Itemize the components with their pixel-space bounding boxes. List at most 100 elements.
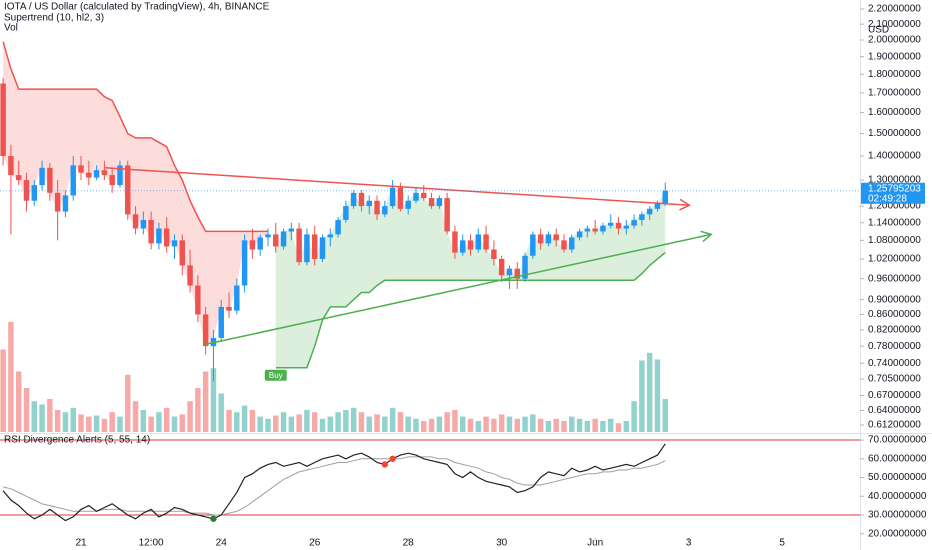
candle-body — [428, 198, 435, 207]
candle-body — [475, 234, 482, 250]
candle-body — [101, 170, 108, 176]
candle-body — [639, 214, 645, 220]
volume-bar — [491, 418, 497, 432]
volume-bar — [452, 410, 458, 432]
volume-bar — [125, 374, 131, 432]
volume-bar — [366, 416, 372, 432]
volume-bar — [382, 416, 388, 432]
volume-bar — [561, 421, 567, 432]
candle-body — [537, 234, 544, 244]
x-tick-label: 21 — [75, 538, 87, 549]
candle-body — [327, 234, 334, 238]
volume-bar — [187, 401, 193, 432]
volume-bar — [389, 407, 396, 432]
volume-bar — [584, 421, 591, 432]
candle-body — [273, 234, 279, 247]
volume-bar — [132, 401, 139, 432]
y-tick-label: 70.00000000 — [868, 435, 927, 446]
y-tick-label: 1.90000000 — [868, 51, 921, 62]
candle-body — [140, 219, 147, 229]
volume-bar — [530, 414, 536, 432]
volume-bar — [47, 399, 53, 432]
candle-body — [319, 237, 326, 259]
y-tick-label: 0.90000000 — [868, 294, 921, 305]
y-tick-label: 1.70000000 — [868, 88, 921, 99]
candle-body — [522, 255, 528, 279]
x-tick-label: 24 — [216, 538, 228, 549]
supertrend-line — [275, 252, 666, 369]
volume-bar — [350, 407, 357, 432]
candle-body — [93, 170, 100, 178]
y-tick-label: 0.74000000 — [868, 358, 921, 369]
candle-body — [366, 200, 372, 207]
volume-bar — [343, 410, 349, 432]
volume-bar — [623, 421, 630, 432]
volume-bar — [537, 418, 544, 432]
y-tick-label: 50.00000000 — [868, 472, 927, 483]
volume-bar — [600, 421, 606, 432]
volume-bar — [522, 416, 528, 432]
volume-bar — [319, 418, 326, 432]
candle-body — [171, 240, 178, 247]
rsi-signal-line — [2, 456, 666, 516]
candle-body — [553, 234, 559, 241]
candle-body — [631, 219, 637, 226]
volume-bar — [148, 416, 154, 432]
candle-body — [405, 200, 411, 209]
rsi-line — [2, 443, 666, 522]
volume-bar — [475, 421, 482, 432]
volume-bar — [296, 414, 302, 432]
x-tick-label: 3 — [686, 538, 692, 549]
candle-body — [498, 258, 505, 276]
candle-body — [304, 234, 310, 263]
volume-bar — [15, 371, 22, 432]
volume-bar — [576, 418, 583, 432]
candle-body — [249, 240, 256, 250]
candle-body — [358, 192, 365, 207]
y-tick-label: 0.61200000 — [868, 420, 921, 431]
x-tick-label: 12:00 — [139, 538, 164, 549]
x-tick-label: 28 — [403, 538, 415, 549]
volume-bar — [569, 416, 575, 432]
volume-bar — [615, 423, 622, 432]
candle-body — [288, 228, 295, 232]
volume-bar — [117, 416, 123, 432]
x-tick-label: 30 — [496, 538, 508, 549]
volume-bar — [140, 410, 147, 432]
candle-body — [576, 231, 583, 238]
volume-bar — [195, 388, 201, 432]
indicator-label: Supertrend (10, hl2, 3) — [4, 13, 104, 24]
countdown: 02:49:28 — [868, 193, 907, 204]
volume-bar — [265, 418, 271, 432]
candle-body — [62, 195, 69, 212]
candle-body — [374, 200, 380, 215]
y-tick-label: 60.00000000 — [868, 453, 927, 464]
candle-body — [54, 192, 61, 212]
y-tick-label: 2.20000000 — [868, 4, 921, 15]
volume-bar — [646, 352, 653, 432]
candle-body — [491, 249, 497, 259]
candle-body — [156, 228, 162, 244]
trendline — [105, 167, 690, 207]
trendline-arrow — [700, 230, 713, 243]
candle-body — [257, 237, 263, 250]
candle-body — [600, 225, 606, 232]
volume-bar — [553, 418, 559, 432]
volume-bar — [413, 418, 419, 432]
volume-bar — [179, 414, 186, 432]
candle-body — [413, 192, 419, 201]
volume-bar — [467, 418, 474, 432]
volume-bar — [249, 410, 256, 432]
candle-body — [0, 83, 6, 156]
volume-bar — [23, 388, 30, 432]
candle-body — [545, 234, 552, 244]
candle-body — [397, 187, 404, 209]
volume-bar — [288, 416, 295, 432]
candle-body — [350, 192, 357, 207]
candle-body — [31, 185, 38, 201]
candle-body — [382, 206, 388, 215]
chart-title: IOTA / US Dollar (calculated by TradingV… — [4, 2, 270, 13]
volume-bar — [483, 416, 489, 432]
volume-bar — [70, 407, 76, 432]
